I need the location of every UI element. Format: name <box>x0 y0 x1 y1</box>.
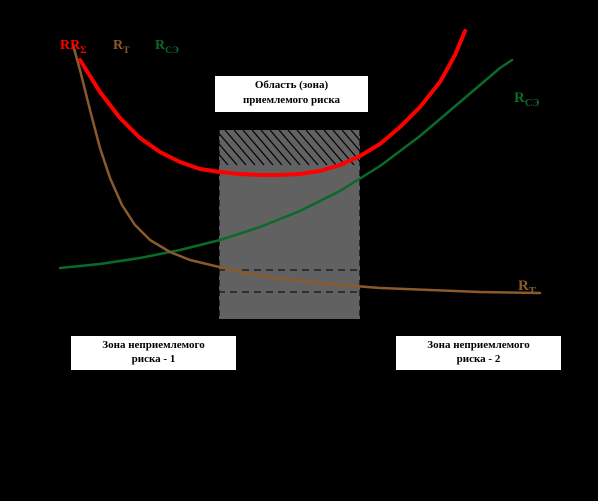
zone1-line2: риска - 1 <box>132 353 176 365</box>
ytick-2: 10⁻⁶ <box>16 284 39 299</box>
caption-line-3: R – социально-технико-экономический риск… <box>170 441 419 457</box>
acceptable-zone-line1: Область (зона) <box>255 79 328 91</box>
curve-label-rt: RT <box>113 38 130 56</box>
curve-label-rce: RСЭ <box>155 38 179 56</box>
curve-label-rsigma: RR_ΣRΣ <box>60 38 87 56</box>
caption-line-5: 10 – нормативно-допустимый уровень риска… <box>170 479 502 495</box>
caption-line-1: R (R) – общее суммирование величины риск… <box>170 403 426 419</box>
caption-line-2: R – технический риск; <box>170 422 294 438</box>
zone2-line2: риска - 2 <box>457 353 501 365</box>
y-axis-label: R <box>36 18 46 34</box>
plus-sign: + <box>142 38 150 54</box>
acceptable-zone-label: Область (зона) приемлемого риска <box>214 75 369 113</box>
eq-sign: = <box>98 38 106 54</box>
zone-box-1: Зона неприемлемого риска - 1 <box>70 335 237 371</box>
caption-line-4: С – уровень затрат общества; <box>170 460 332 476</box>
zone-box-2: Зона неприемлемого риска - 2 <box>395 335 562 371</box>
acceptable-zone-line2: приемлемого риска <box>243 94 340 106</box>
zone1-line1: Зона неприемлемого <box>102 339 204 351</box>
zone2-line1: Зона неприемлемого <box>427 339 529 351</box>
figure-caption-title: Рис.2.1 Определение зоны допустимого рис… <box>95 380 404 397</box>
x-axis-label: С <box>562 310 572 326</box>
ytick-1: 10⁻⁵ <box>16 262 39 277</box>
curve-label-rce-right: RСЭ <box>514 90 540 109</box>
curve-label-rt-right: RT <box>518 278 536 297</box>
